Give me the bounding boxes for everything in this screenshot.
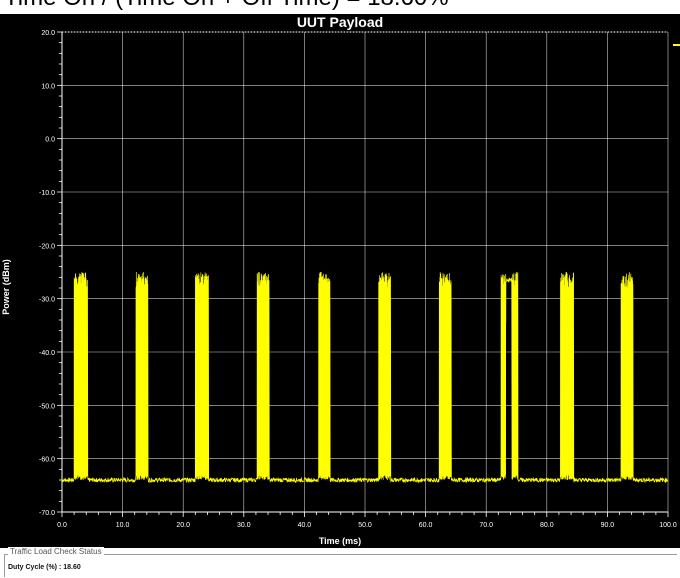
x-tick-label: 0.0 <box>57 522 67 529</box>
y-tick-label: -30.0 <box>39 297 55 304</box>
y-tick-label: -50.0 <box>39 403 55 410</box>
x-tick-label: 40.0 <box>298 522 312 529</box>
y-axis-label: Power (dBm) <box>0 259 11 315</box>
x-tick-label: 10.0 <box>116 522 130 529</box>
y-tick-label: 10.0 <box>41 83 55 90</box>
x-tick-label: 80.0 <box>540 522 554 529</box>
y-tick-label: 20.0 <box>41 30 55 37</box>
x-axis-label: Time (ms) <box>318 536 362 546</box>
power-chart: 20.0 10.0 0.0 -10.0 -20.0 -30.0 -40.0 -50.0 -60.… <box>39 30 680 529</box>
x-tick-label: 30.0 <box>237 522 251 529</box>
x-tick-label: 90.0 <box>601 522 615 529</box>
y-tick-label: -40.0 <box>39 350 55 357</box>
x-tick-label: 60.0 <box>419 522 433 529</box>
y-tick-label: -20.0 <box>39 243 55 250</box>
plot-panel: UUT Payload 20.0 10.0 0.0 -10.0 -20.0 -30.0 -4… <box>0 14 680 548</box>
y-tick-label: -60.0 <box>39 457 55 464</box>
status-frame <box>4 554 677 577</box>
status-group-label: Traffic Load Check Status <box>8 547 104 556</box>
window-caption: Time On / (Time On + Off Time) = 18.60% <box>4 0 449 12</box>
x-tick-label: 100.0 <box>659 522 677 529</box>
y-tick-label: -10.0 <box>39 190 55 197</box>
chart-title: UUT Payload <box>296 14 384 30</box>
traffic-load-status-group: Traffic Load Check Status Duty Cycle (%)… <box>4 547 677 577</box>
x-tick-label: 20.0 <box>176 522 190 529</box>
x-tick-label: 70.0 <box>479 522 493 529</box>
y-tick-label: -70.0 <box>39 510 55 517</box>
duty-cycle-text: Duty Cycle (%) : 18.60 <box>8 564 81 571</box>
signal-trace <box>61 271 669 484</box>
y-tick-label: 0.0 <box>45 137 55 144</box>
x-tick-label: 50.0 <box>358 522 372 529</box>
